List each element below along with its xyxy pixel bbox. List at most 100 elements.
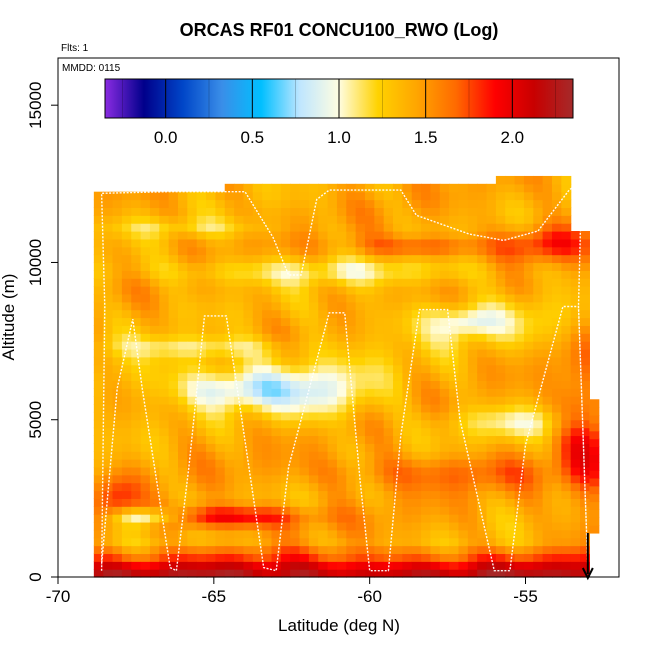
heatmap-cell — [477, 443, 488, 452]
heatmap-cell — [336, 451, 347, 460]
heatmap-cell — [252, 317, 263, 326]
heatmap-cell — [449, 514, 460, 523]
heatmap-cell — [402, 191, 413, 201]
heatmap-cell — [103, 262, 114, 271]
heatmap-cell — [177, 388, 188, 397]
heatmap-cell — [336, 482, 347, 492]
heatmap-cell — [439, 293, 450, 303]
heatmap-cell — [224, 348, 235, 358]
heatmap-cell — [449, 293, 460, 303]
heatmap-cell — [196, 482, 207, 492]
heatmap-cell — [580, 231, 590, 240]
heatmap-cell — [495, 348, 506, 358]
heatmap-cell — [561, 309, 572, 319]
heatmap-cell — [589, 493, 600, 503]
heatmap-cell — [430, 466, 441, 476]
heatmap-cell — [383, 278, 394, 287]
heatmap-cell — [252, 498, 263, 507]
heatmap-cell — [346, 459, 357, 468]
heatmap-cell — [589, 525, 600, 534]
heatmap-cell — [421, 223, 432, 232]
heatmap-cell — [346, 278, 357, 287]
heatmap-cell — [318, 521, 329, 531]
heatmap-cell — [318, 569, 329, 578]
heatmap-cell — [318, 474, 329, 484]
heatmap-cell — [252, 569, 263, 578]
heatmap-cell — [449, 553, 460, 562]
heatmap-cell — [290, 427, 301, 437]
heatmap-cell — [112, 553, 123, 562]
heatmap-cell — [551, 364, 562, 374]
heatmap-cell — [533, 364, 544, 374]
heatmap-cell — [421, 238, 432, 248]
heatmap-cell — [93, 482, 104, 492]
heatmap-cell — [486, 380, 497, 389]
heatmap-cell — [93, 325, 104, 334]
heatmap-cell — [533, 466, 544, 476]
colorbar: 0.0 0.5 1.0 1.5 2.0 — [104, 78, 574, 147]
heatmap-cell — [346, 309, 357, 319]
heatmap-cell — [570, 238, 581, 248]
heatmap-cell — [131, 443, 142, 452]
heatmap-cell — [495, 223, 506, 232]
heatmap-cell — [318, 238, 329, 248]
heatmap-cell — [439, 309, 450, 319]
heatmap-cell — [458, 183, 469, 193]
heatmap-cell — [290, 246, 301, 256]
heatmap-cell — [299, 191, 310, 201]
heatmap-cell — [570, 286, 581, 295]
heatmap-cell — [421, 419, 432, 429]
heatmap-cell — [486, 341, 497, 350]
heatmap-cell — [355, 309, 366, 319]
heatmap-cell — [477, 561, 488, 570]
heatmap-cell — [486, 333, 497, 342]
heatmap-cell — [140, 451, 151, 460]
heatmap-cell — [393, 482, 403, 492]
heatmap-cell — [346, 286, 357, 295]
heatmap-cell — [580, 443, 590, 452]
heatmap-cell — [243, 293, 254, 303]
heatmap-cell — [234, 301, 245, 311]
heatmap-cell — [449, 215, 460, 224]
heatmap-cell — [514, 191, 525, 201]
heatmap-cell — [355, 419, 366, 429]
heatmap-cell — [523, 199, 534, 209]
heatmap-cell — [542, 514, 553, 523]
heatmap-cell — [93, 262, 104, 271]
heatmap-cell — [514, 545, 525, 555]
heatmap-cell — [308, 348, 319, 358]
heatmap-cell — [196, 419, 207, 429]
heatmap-cell — [411, 404, 422, 413]
heatmap-cell — [140, 561, 151, 570]
heatmap-cell — [346, 223, 357, 232]
heatmap-cell — [505, 537, 516, 547]
heatmap-cell — [505, 466, 516, 476]
colorbar-tick-label: 1.0 — [327, 128, 351, 147]
heatmap-cell — [290, 372, 301, 382]
heatmap-cell — [514, 569, 525, 578]
heatmap-cell — [103, 396, 114, 405]
heatmap-cell — [551, 207, 562, 216]
heatmap-cell — [177, 223, 188, 232]
heatmap-cell — [131, 215, 142, 224]
heatmap-cell — [215, 396, 226, 405]
heatmap-cell — [561, 545, 572, 555]
heatmap-cell — [149, 537, 160, 547]
heatmap-cell — [149, 364, 160, 374]
heatmap-cell — [234, 537, 245, 547]
heatmap-cell — [318, 443, 329, 452]
heatmap-cell — [411, 435, 422, 444]
heatmap-cell — [580, 309, 590, 319]
heatmap-cell — [149, 569, 160, 578]
heatmap-cell — [168, 215, 179, 224]
heatmap-cell — [224, 388, 235, 397]
heatmap-cell — [458, 380, 469, 389]
heatmap-cell — [262, 490, 273, 499]
heatmap-cell — [149, 474, 160, 484]
heatmap-cell — [308, 372, 319, 382]
heatmap-cell — [224, 561, 235, 570]
heatmap-cell — [542, 199, 553, 209]
heatmap-cell — [346, 388, 357, 397]
heatmap-cell — [467, 490, 478, 499]
heatmap-cell — [421, 380, 432, 389]
